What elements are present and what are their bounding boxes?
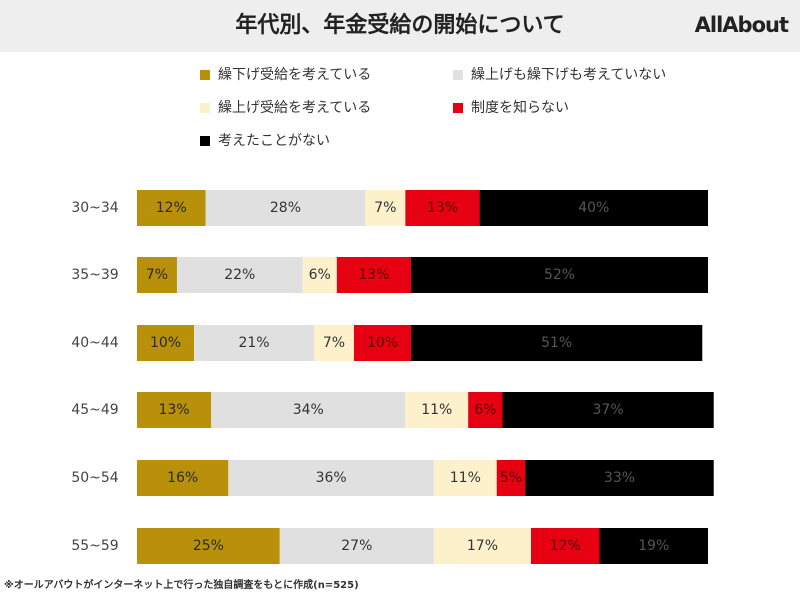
bar-segment (496, 460, 526, 496)
bar-segment (228, 460, 434, 496)
y-tick-label: 55~59 (71, 538, 118, 554)
y-tick-label: 40~44 (71, 335, 118, 351)
bar-segment (137, 325, 195, 361)
data-label: 12% (156, 200, 187, 216)
data-label: 10% (367, 335, 398, 351)
bar-segment (405, 392, 469, 428)
legend-label: 考えたことがない (218, 133, 330, 149)
data-label: 34% (293, 402, 324, 418)
legend-swatch (200, 103, 210, 113)
bar-segment (411, 325, 703, 361)
data-label: 37% (593, 402, 624, 418)
bar-segment (137, 460, 229, 496)
y-tick-label: 50~54 (71, 470, 118, 486)
bar-segment (365, 190, 406, 226)
bar-segment (205, 190, 366, 226)
bar-segment (433, 460, 497, 496)
bar-segment (525, 460, 714, 496)
y-tick-label: 35~39 (71, 267, 118, 283)
bar-segment (302, 257, 337, 293)
bar-segment (176, 257, 303, 293)
bar-segment (279, 528, 434, 564)
bar-segment (211, 392, 406, 428)
data-label: 36% (316, 470, 347, 486)
data-label: 22% (224, 267, 255, 283)
data-label: 33% (604, 470, 635, 486)
data-label: 52% (544, 267, 575, 283)
data-label: 40% (578, 200, 609, 216)
bar-segment (502, 392, 714, 428)
footnote: ※オールアバウトがインターネット上で行った独自調査をもとに作成(n=525) (4, 578, 359, 591)
data-label: 6% (309, 267, 331, 283)
bar-segment (479, 190, 708, 226)
bar-segment (530, 528, 600, 564)
y-tick-label: 45~49 (71, 402, 118, 418)
bar-segment (468, 392, 503, 428)
bar-segment (353, 325, 412, 361)
data-label: 10% (150, 335, 181, 351)
bar-segment (433, 528, 531, 564)
data-label: 28% (270, 200, 301, 216)
legend-swatch (453, 70, 463, 80)
legend-label: 繰下げ受給を考えている (218, 67, 371, 83)
legend-swatch (200, 136, 210, 146)
data-label: 6% (474, 402, 496, 418)
y-tick-label: 30~34 (71, 200, 118, 216)
legend-label: 繰上げ受給を考えている (218, 100, 371, 116)
bar-segment (137, 392, 212, 428)
data-label: 13% (358, 267, 389, 283)
legend-swatch (200, 70, 210, 80)
data-label: 27% (341, 538, 372, 554)
bar-segment (194, 325, 315, 361)
bar-segment (336, 257, 412, 293)
data-label: 25% (193, 538, 224, 554)
bar-segment (405, 190, 480, 226)
data-label: 5% (500, 470, 522, 486)
data-label: 17% (467, 538, 498, 554)
header-band (0, 0, 800, 52)
bar-segment (137, 190, 206, 226)
data-label: 13% (427, 200, 458, 216)
bar-segment (599, 528, 708, 564)
legend-swatch (453, 103, 463, 113)
bar-segment (411, 257, 708, 293)
data-label: 11% (450, 470, 481, 486)
bar-segment (314, 325, 354, 361)
chart-title: 年代別、年金受給の開始について (235, 12, 564, 38)
legend-label: 制度を知らない (471, 99, 569, 116)
data-label: 7% (146, 267, 168, 283)
data-label: 51% (541, 335, 572, 351)
bar-segment (137, 528, 280, 564)
data-label: 16% (167, 470, 198, 486)
data-label: 12% (550, 538, 581, 554)
data-label: 19% (638, 538, 669, 554)
logo: AllAbout (695, 13, 789, 37)
legend-label: 繰上げも繰下げも考えていない (471, 67, 666, 83)
data-label: 7% (323, 335, 345, 351)
data-label: 11% (421, 402, 452, 418)
bar-segment (137, 257, 177, 293)
data-label: 21% (238, 335, 269, 351)
data-label: 13% (159, 402, 190, 418)
data-label: 7% (374, 200, 396, 216)
